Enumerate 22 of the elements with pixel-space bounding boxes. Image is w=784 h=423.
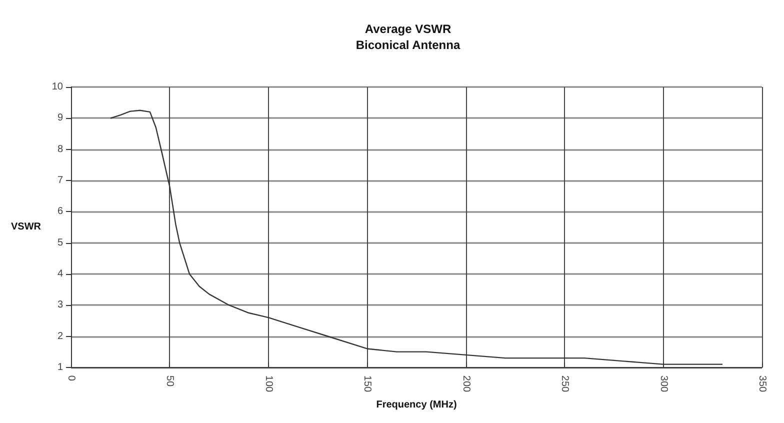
x-tick-label: 300	[658, 375, 669, 393]
y-tick-label: 7	[57, 174, 64, 186]
x-tick-label: 200	[460, 375, 472, 393]
x-tick-label: 50	[164, 375, 176, 387]
y-tick-label: 8	[57, 144, 64, 155]
line-series	[110, 110, 724, 365]
y-tick-label: 5	[57, 237, 64, 248]
y-tick-label: 1	[57, 362, 64, 373]
x-tick-label: 150	[362, 375, 373, 393]
x-axis-title: Frequency (MHz)	[376, 400, 457, 410]
y-tick-label: 2	[57, 330, 64, 342]
x-tick-label: 100	[262, 375, 274, 393]
y-tick-label: 4	[57, 268, 64, 280]
y-tick-label: 9	[57, 112, 64, 124]
y-tick-label: 6	[57, 206, 64, 218]
x-tick-label: 0	[66, 375, 76, 382]
chart-title: Average VSWR Biconical Antenna	[356, 22, 460, 52]
y-tick-label: 3	[57, 300, 64, 311]
y-axis-title: VSWR	[11, 222, 42, 233]
x-tick-label: 350	[756, 375, 768, 393]
y-tick-label: 10	[52, 82, 64, 92]
x-tick-label: 250	[559, 375, 570, 393]
